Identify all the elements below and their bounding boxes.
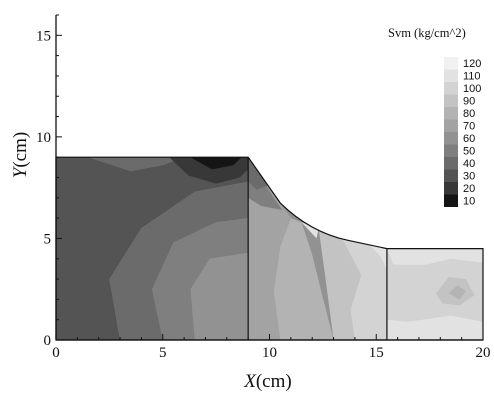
legend-swatch-50	[444, 144, 458, 157]
y-tick-label: 0	[44, 333, 52, 349]
contour-region-80	[273, 218, 334, 340]
legend-label-120: 120	[463, 58, 481, 70]
contour-region-110	[386, 315, 483, 340]
legend-label-80: 80	[463, 108, 475, 120]
x-tick-label: 10	[262, 345, 277, 361]
legend-label-100: 100	[463, 83, 481, 95]
contour-region-40	[248, 157, 268, 190]
legend-swatch-40	[444, 157, 458, 170]
legend-label-60: 60	[463, 133, 475, 145]
legend-swatch-80	[444, 107, 458, 120]
legend-swatch-120	[444, 57, 458, 70]
contour-region-110	[386, 248, 483, 265]
legend-label-30: 30	[463, 171, 475, 183]
legend-label-110: 110	[463, 71, 481, 83]
legend: Svm (kg/cm^2) 12011010090807060504030201…	[388, 26, 481, 208]
x-axis-unit: (cm)	[256, 371, 292, 392]
y-tick-label: 5	[44, 231, 52, 247]
contour-region-110	[301, 222, 319, 239]
legend-label-20: 20	[463, 183, 475, 195]
contour-fills	[56, 157, 483, 340]
contour-region-110	[367, 242, 387, 269]
legend-label-10: 10	[463, 196, 475, 208]
contour-region-50	[152, 218, 249, 340]
y-tick-label: 15	[36, 28, 51, 44]
legend-swatch-60	[444, 132, 458, 145]
legend-swatch-20	[444, 182, 458, 195]
legend-label-40: 40	[463, 158, 475, 170]
legend-label-50: 50	[463, 146, 475, 158]
contour-region-10	[190, 157, 242, 170]
legend-swatch-70	[444, 119, 458, 132]
domain-outline	[55, 156, 484, 341]
legend-swatch-100	[444, 82, 458, 95]
x-tick-label: 0	[52, 345, 60, 361]
y-tick-label: 10	[36, 130, 51, 146]
plot-area	[55, 156, 484, 341]
y-axis-label: Y(cm)	[10, 132, 31, 178]
contour-region-50	[248, 157, 283, 210]
contour-region-40	[88, 157, 185, 172]
legend-label-90: 90	[463, 96, 475, 108]
legend-swatch-110	[444, 69, 458, 82]
contour-region-30	[56, 157, 249, 340]
x-tick-label: 5	[159, 345, 167, 361]
x-axis-label: X(cm)	[243, 371, 291, 392]
tick-labels: 0 5 10 15 20 0 5 10 15	[36, 28, 491, 361]
x-tick-label: 15	[369, 345, 384, 361]
legend-swatch-10	[444, 194, 458, 207]
contour-region-100	[340, 234, 387, 340]
contour-region-40	[109, 181, 249, 340]
x-tick-label: 20	[476, 345, 491, 361]
legend-title: Svm (kg/cm^2)	[388, 26, 466, 40]
y-axis-var: Y	[10, 165, 31, 178]
legend-swatch-90	[444, 94, 458, 107]
legend-swatch-30	[444, 169, 458, 182]
contour-region-60	[190, 252, 249, 340]
y-axis-unit: (cm)	[10, 132, 31, 168]
legend-label-70: 70	[463, 121, 475, 133]
x-axis-var: X	[243, 371, 257, 392]
axes	[55, 14, 484, 341]
contour-region-80	[448, 285, 466, 300]
